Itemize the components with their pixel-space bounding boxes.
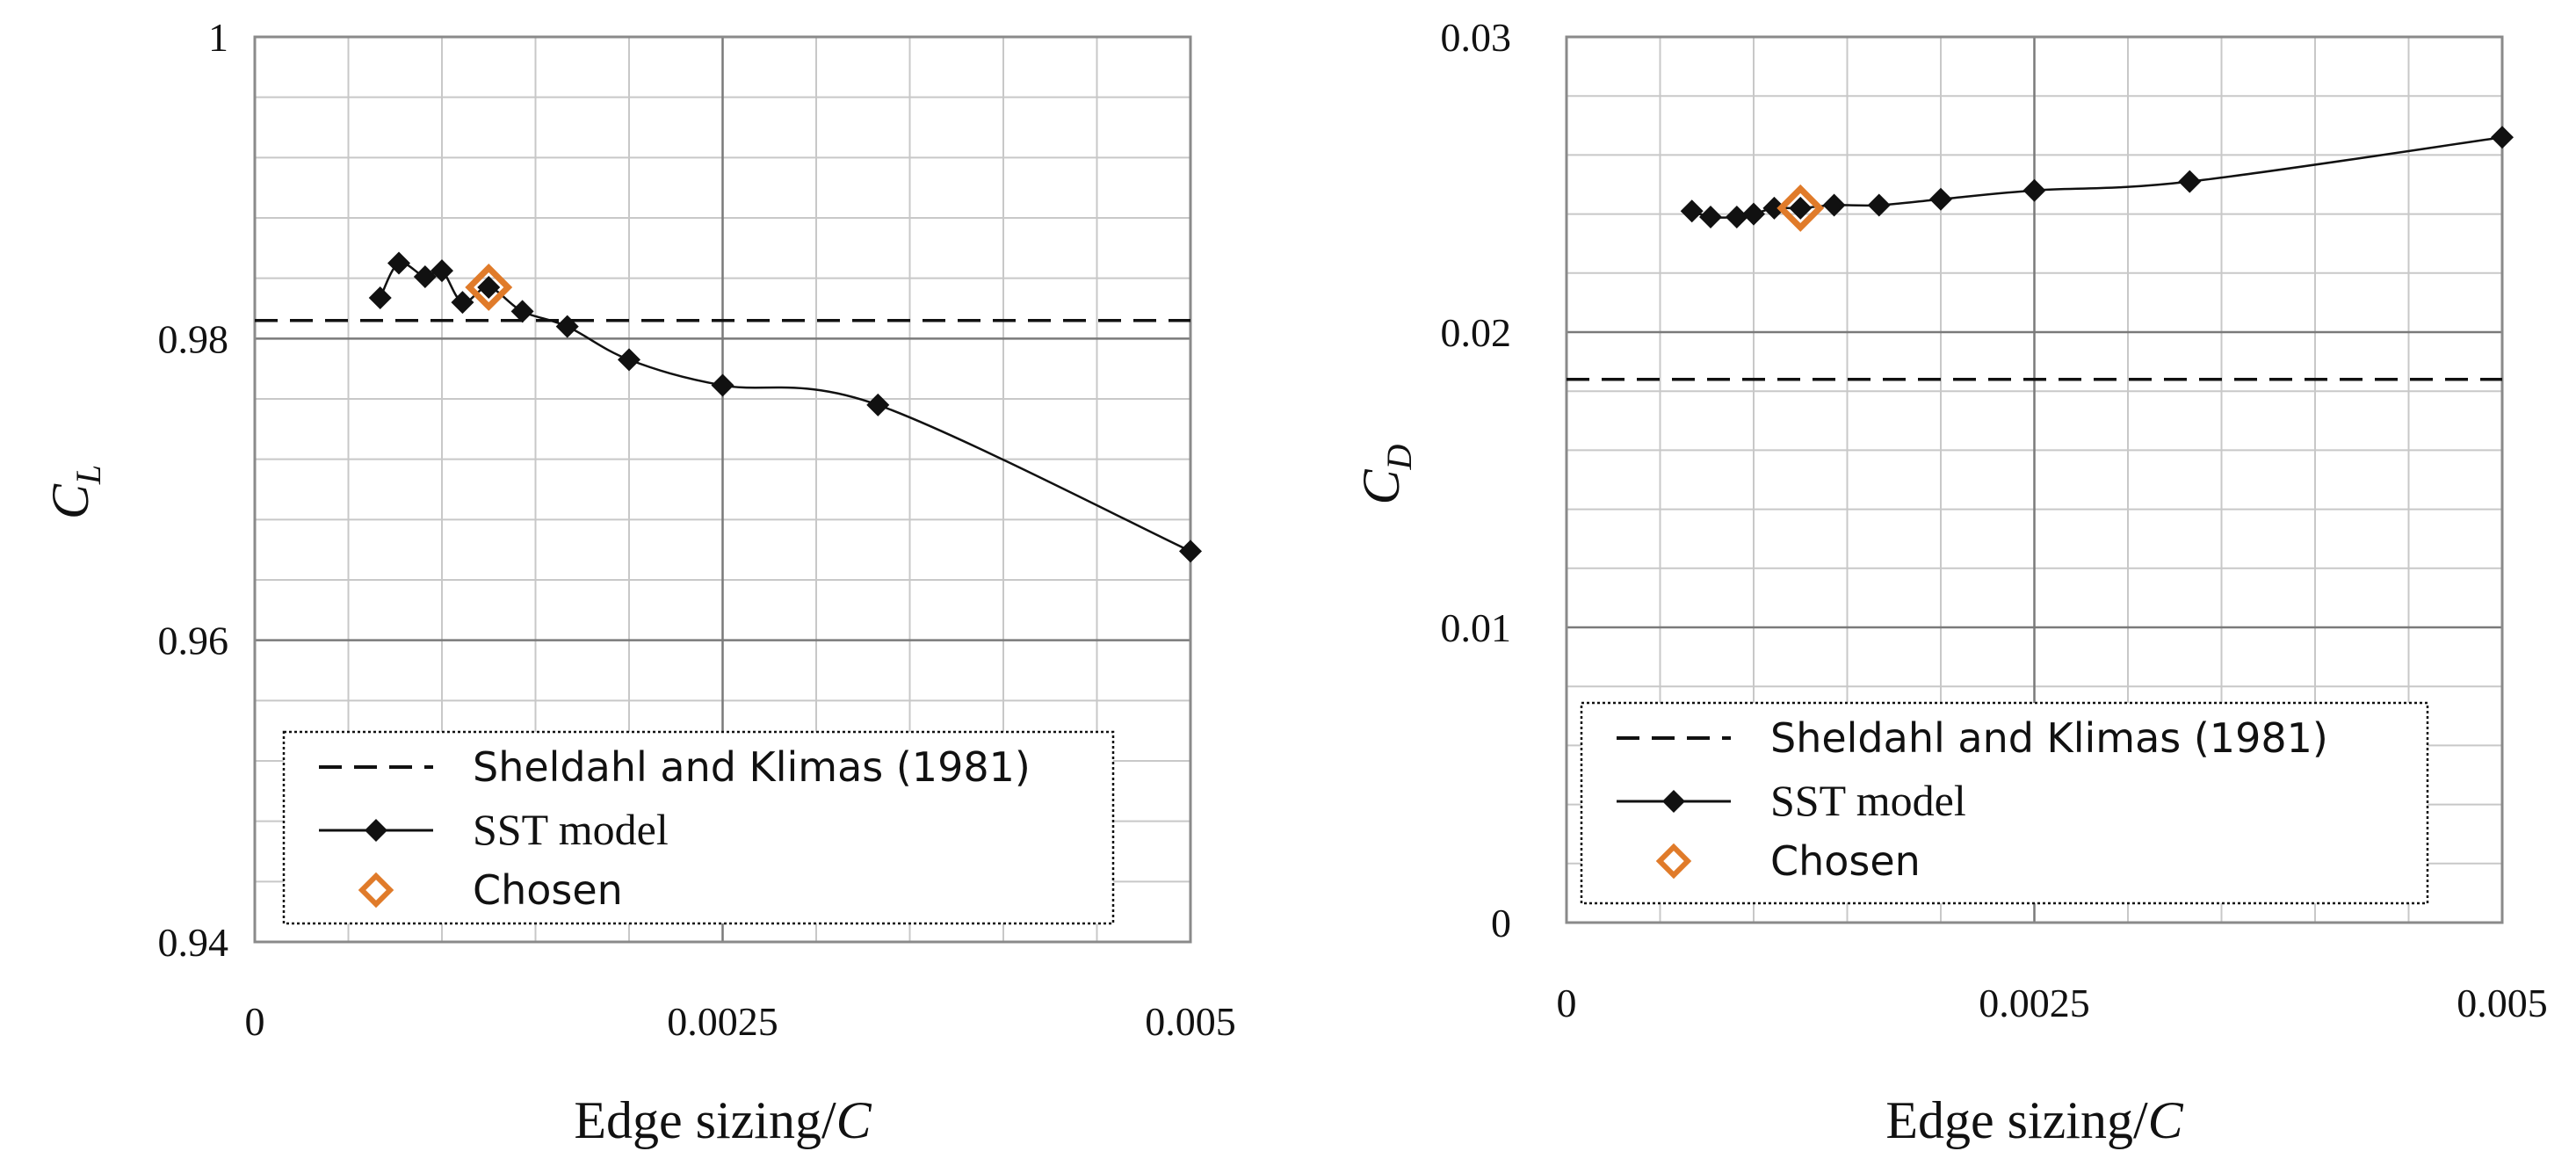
data-point-sst: [1929, 187, 1952, 211]
data-point-sst: [618, 348, 640, 372]
y-tick-label: 0.94: [158, 920, 229, 965]
y-tick-label: 1: [208, 15, 228, 60]
chart-lift: 0.94 0.96 0.98 1 0 0.0025 0.005 Edge sizing/C CL…: [41, 15, 1236, 1149]
data-point-sst: [1867, 193, 1891, 217]
legend-label-chosen: Chosen: [1770, 837, 1921, 885]
legend-label-reference: Sheldahl and Klimas (1981): [1770, 714, 2328, 762]
chart-drag: 0 0.01 0.02 0.03 0 0.0025 0.005 Edge sizing/C CD…: [1352, 15, 2548, 1149]
legend-swatch-chosen: [358, 872, 394, 909]
data-point-sst: [477, 275, 501, 299]
data-point-sst: [1789, 196, 1813, 220]
legend-label-sst: SST model: [473, 805, 669, 854]
legend-label-reference: Sheldahl and Klimas (1981): [473, 743, 1031, 791]
data-point-sst: [1822, 193, 1846, 217]
data-point-sst: [431, 259, 453, 283]
y-axis-label: CL: [41, 465, 108, 519]
data-point-sst: [1725, 205, 1748, 228]
chosen-marker: [1776, 184, 1825, 232]
plot-frame: [253, 35, 1192, 944]
data-point-sst: [451, 291, 474, 315]
data-point-sst: [1179, 539, 1202, 563]
data-point-sst: [368, 286, 392, 309]
y-tick-label: 0.98: [158, 316, 229, 361]
data-point-sst: [1680, 199, 1704, 223]
legend: Sheldahl and Klimas (1981) SST model Chose…: [282, 730, 1115, 925]
legend-box: [282, 730, 1115, 925]
data-point-sst: [1742, 202, 1765, 226]
data-point-sst: [2022, 178, 2046, 202]
y-tick-label: 0.96: [158, 619, 229, 663]
data-point-sst: [2178, 170, 2202, 193]
plot-frame: [1565, 35, 2504, 924]
y-tick-label: 0.03: [1441, 15, 1512, 60]
y-tick-label: 0.02: [1441, 310, 1512, 355]
data-point-sst: [555, 315, 579, 338]
legend-swatch-sst-marker: [365, 819, 387, 842]
data-point-sst: [387, 251, 411, 275]
legend-swatch-sst-marker: [1662, 790, 1685, 813]
y-tick-label: 0: [1491, 901, 1511, 945]
y-axis-label: CD: [1352, 444, 1419, 504]
data-point-sst: [1699, 205, 1723, 228]
data-point-sst: [711, 373, 734, 397]
x-axis-label: Edge sizing/C: [574, 1091, 872, 1149]
x-tick-label: 0: [1557, 981, 1577, 1025]
series-line-sst: [379, 261, 1191, 553]
x-tick-label: 0: [245, 999, 265, 1044]
data-point-sst: [866, 393, 890, 416]
legend: Sheldahl and Klimas (1981) SST model Chose…: [1580, 701, 2429, 905]
x-axis-label: Edge sizing/C: [1885, 1091, 2183, 1149]
data-point-sst: [413, 264, 437, 288]
x-tick-label: 0.0025: [667, 999, 778, 1044]
x-tick-label: 0.0025: [1979, 981, 2090, 1025]
data-point-sst: [1762, 196, 1786, 220]
data-point-sst: [510, 300, 534, 323]
legend-label-sst: SST model: [1770, 776, 1966, 825]
x-tick-label: 0.005: [2457, 981, 2548, 1025]
legend-label-chosen: Chosen: [473, 866, 623, 914]
x-tick-label: 0.005: [1145, 999, 1236, 1044]
legend-swatch-chosen: [1655, 843, 1692, 880]
chosen-marker: [465, 264, 513, 311]
data-point-sst: [2491, 126, 2514, 149]
y-tick-label: 0.01: [1441, 605, 1512, 650]
